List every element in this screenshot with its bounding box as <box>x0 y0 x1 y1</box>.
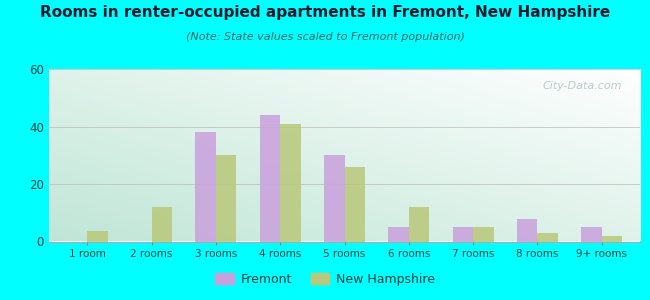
Bar <box>538 233 558 242</box>
Bar <box>581 227 602 242</box>
Legend: Fremont, New Hampshire: Fremont, New Hampshire <box>211 268 439 291</box>
Text: (Note: State values scaled to Fremont population): (Note: State values scaled to Fremont po… <box>185 32 465 41</box>
Bar <box>216 155 237 242</box>
Bar <box>151 207 172 242</box>
Bar <box>324 155 344 242</box>
Bar <box>452 227 473 242</box>
Text: City-Data.com: City-Data.com <box>543 81 623 91</box>
Bar <box>602 236 622 242</box>
Bar <box>388 227 409 242</box>
Text: Rooms in renter-occupied apartments in Fremont, New Hampshire: Rooms in renter-occupied apartments in F… <box>40 4 610 20</box>
Bar <box>280 124 301 242</box>
Bar <box>259 115 280 242</box>
Bar <box>87 231 108 242</box>
Bar <box>196 132 216 242</box>
Bar <box>409 207 430 242</box>
Bar <box>344 167 365 242</box>
Bar <box>473 227 493 242</box>
Bar <box>517 218 538 242</box>
